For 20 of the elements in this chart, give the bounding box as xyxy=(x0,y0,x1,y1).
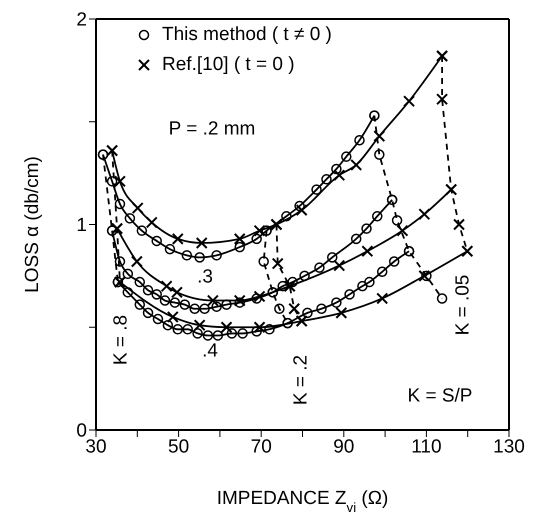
x-axis-title: IMPEDANCE Z$_{vi}$ (Ω) xyxy=(216,488,388,514)
annotation: K = .05 xyxy=(452,274,474,336)
legend-label: This method ( t ≠ 0 ) xyxy=(162,24,332,46)
x-tick-label: 30 xyxy=(85,436,107,458)
y-tick-label: 0 xyxy=(76,420,87,442)
legend-label: Ref.[10] ( t = 0 ) xyxy=(162,54,295,76)
x-tick-label: 130 xyxy=(493,436,525,458)
x-tick-label: 110 xyxy=(411,436,442,458)
annotation: P = .2 mm xyxy=(168,118,256,140)
annotation: K = .2 xyxy=(290,354,312,406)
annotation: .4 xyxy=(202,340,218,362)
x-tick-label: 70 xyxy=(250,436,272,458)
y-tick-label: 1 xyxy=(76,215,87,236)
y-tick-label: 2 xyxy=(76,10,87,31)
x-tick-label: 50 xyxy=(168,436,190,458)
y-axis-title: LOSS α (db/cm) xyxy=(22,156,43,293)
x-tick-label: 90 xyxy=(333,436,354,458)
annotation: K = S/P xyxy=(408,386,472,407)
annotation: K = .8 xyxy=(110,314,132,366)
annotation: .3 xyxy=(197,266,213,288)
